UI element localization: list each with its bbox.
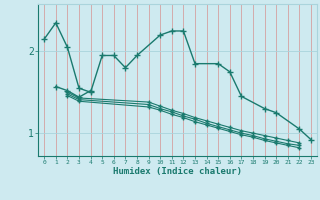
- X-axis label: Humidex (Indice chaleur): Humidex (Indice chaleur): [113, 167, 242, 176]
